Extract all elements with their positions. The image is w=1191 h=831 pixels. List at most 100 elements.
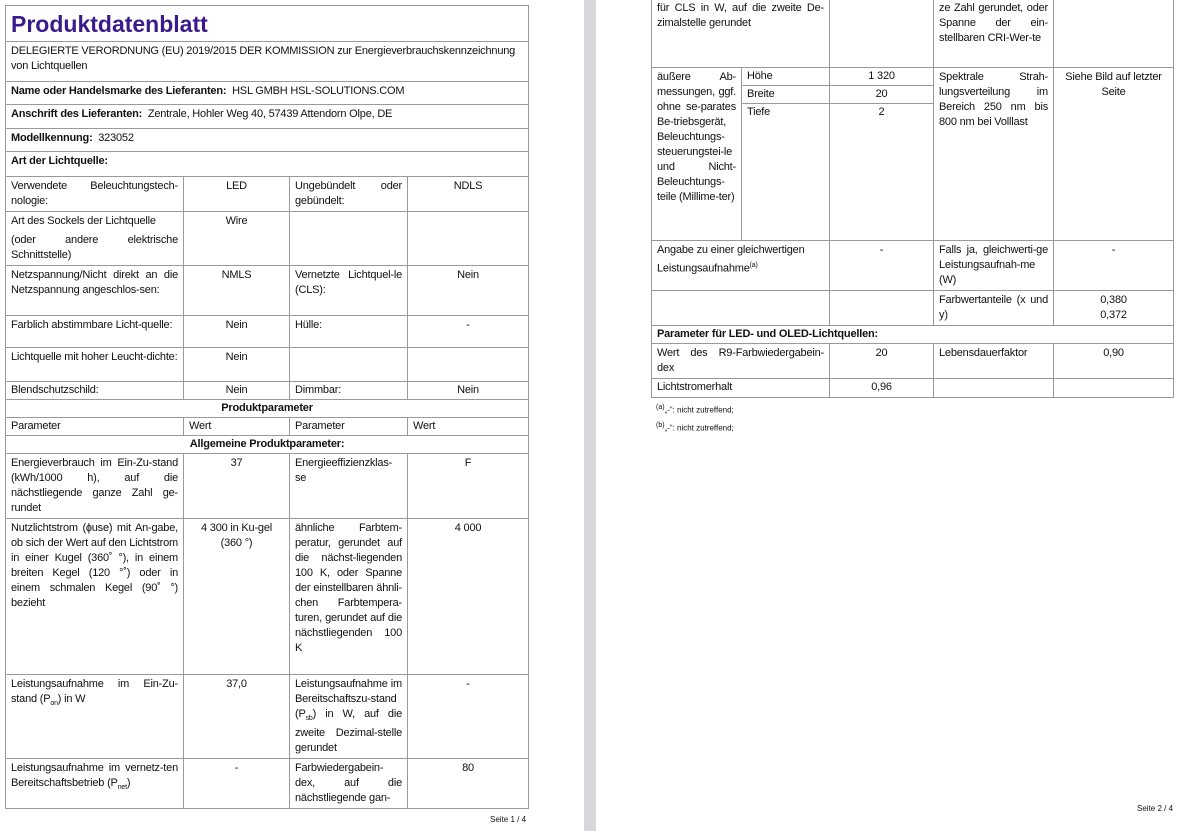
general-params-heading: Allgemeine Produktparameter:: [4, 435, 530, 454]
label-subscript: on: [50, 700, 58, 708]
table-row: Blendschutzschild: Nein Dimmbar: Nein: [5, 381, 530, 400]
label-subscript: sb: [305, 715, 313, 723]
dimension-name: Höhe: [740, 66, 831, 86]
param-label: Ungebündelt oder gebündelt:: [289, 176, 408, 212]
dimension-name: Breite: [740, 84, 831, 104]
table-row: Lichtquelle mit hoher Leucht-dichte: Nein: [5, 347, 530, 382]
param-value: Nein: [183, 315, 290, 348]
param-value: Siehe Bild auf letzter Seite: [1053, 66, 1175, 241]
regulation-text: DELEGIERTE VERORDNUNG (EU) 2019/2015 DER…: [4, 41, 530, 82]
param-label: ze Zahl gerundet, oder Spanne der ein-st…: [933, 0, 1055, 68]
label-text: Angabe zu einer gleichwertigen Leistungs…: [657, 243, 805, 275]
param-value: 20: [829, 342, 935, 379]
param-value: [406, 347, 530, 382]
param-label: Farblich abstimmbare Licht-quelle:: [5, 315, 184, 348]
param-value: -: [406, 673, 530, 760]
param-label: Leistungsaufnahme im Ein-Zu-stand (Pon) …: [5, 673, 184, 760]
param-label: Vernetzte Lichtquel-le (CLS):: [289, 265, 408, 316]
param-value: -: [183, 758, 290, 810]
param-label: Lichtstromerhalt: [650, 377, 831, 398]
label-text: Leistungsaufnahme im vernetz-ten Bereits…: [11, 762, 178, 790]
param-label: Energieverbrauch im Ein-Zu-stand (kWh/10…: [5, 453, 184, 519]
param-label: für CLS in W, auf die zweite De-zimalste…: [650, 0, 831, 68]
column-header: Parameter: [289, 417, 408, 436]
model-label: Modellkennung:: [11, 132, 93, 144]
param-label: Falls ja, gleichwerti-ge Leistungsaufnah…: [933, 239, 1055, 291]
footnote: (a)„-“: nicht zutreffend;: [656, 402, 734, 417]
param-label-line: (oder andere elektrische Schnittstelle): [11, 234, 178, 261]
dimension-name: Tiefe: [740, 102, 831, 241]
param-label: Lichtquelle mit hoher Leucht-dichte:: [5, 347, 184, 382]
table-row: Farblich abstimmbare Licht-quelle: Nein Hü…: [5, 315, 530, 348]
footnote-mark: (a): [749, 261, 758, 269]
dimensions-label: äußere Ab-messungen, ggf. ohne se-parate…: [651, 66, 742, 241]
param-label: Leistungsaufnahme im vernetz-ten Bereits…: [5, 758, 184, 810]
param-label: Hülle:: [289, 315, 408, 348]
table-row: Lichtstromerhalt 0,96: [650, 377, 1175, 398]
table-row: äußere Ab-messungen, ggf. ohne se-parate…: [651, 66, 1175, 241]
label-text: ): [126, 777, 131, 790]
footnote-text: „-“: nicht zutreffend;: [664, 405, 734, 415]
page-gap: [584, 0, 596, 831]
chroma-y: 0,372: [1100, 308, 1127, 321]
table-row: Angabe zu einer gleichwertigen Leistungs…: [650, 239, 1175, 291]
column-header: Parameter: [5, 417, 184, 436]
table-row: für CLS in W, auf die zweite De-zimalste…: [650, 0, 1175, 68]
address-value: Zentrale, Hohler Weg 40, 57439 Attendorn…: [147, 108, 393, 120]
param-value: Nein: [406, 381, 530, 400]
param-value: F: [406, 453, 530, 519]
footnote-mark: (b): [656, 422, 665, 429]
param-value: -: [406, 315, 530, 348]
param-label: Wert des R9-Farbwiedergabein-dex: [650, 342, 831, 379]
param-value: -: [1053, 239, 1175, 291]
param-value: 4 000: [406, 518, 530, 675]
label-text: ) in W: [57, 693, 86, 705]
model-row: Modellkennung: 323052: [4, 128, 530, 152]
label-text: Leistungsaufnahme im Bereitschaftszu-sta…: [295, 678, 402, 720]
table-row: Verwendete Beleuchtungstech-nologie: LED U…: [5, 176, 530, 212]
param-value: [829, 0, 935, 68]
empty-cell: [1053, 377, 1175, 398]
supplier-value: HSL GMBH HSL-SOLUTIONS.COM: [232, 85, 405, 97]
table-row: Leistungsaufnahme im vernetz-ten Bereits…: [5, 758, 530, 810]
address-row: Anschrift des Lieferanten: Zentrale, Hoh…: [4, 104, 530, 129]
param-label: Nutzlichtstrom (ɸuse) mit An-gabe, ob si…: [5, 518, 184, 675]
param-value: NMLS: [183, 265, 290, 316]
param-value: 37: [183, 453, 290, 519]
param-value: 4 300 in Ku-gel (360 °): [183, 518, 290, 675]
param-label: Art des Sockels der Lichtquelle (oder and…: [5, 211, 184, 266]
footnote-mark: (a): [656, 404, 665, 411]
empty-cell: [933, 377, 1055, 398]
column-header: Wert: [406, 417, 530, 436]
param-label: Dimmbar:: [289, 381, 408, 400]
page-2: für CLS in W, auf die zweite De-zimalste…: [596, 0, 1191, 831]
table-row: Art des Sockels der Lichtquelle (oder and…: [5, 211, 530, 266]
param-label: Netzspannung/Nicht direkt an die Netzspa…: [5, 265, 184, 316]
param-value: [1053, 0, 1175, 68]
header-row: Parameter Wert Parameter Wert: [5, 417, 530, 436]
page-1: Produktdatenblatt DELEGIERTE VERORDNUNG …: [0, 0, 584, 831]
param-value: Nein: [183, 347, 290, 382]
param-value: Nein: [183, 381, 290, 400]
dimension-value: 2: [829, 102, 935, 241]
model-value: 323052: [98, 132, 134, 144]
param-label-line: Art des Sockels der Lichtquelle: [11, 215, 156, 227]
led-params-heading: Parameter für LED- und OLED-Lichtquellen…: [650, 324, 1175, 344]
table-row: Nutzlichtstrom (ɸuse) mit An-gabe, ob si…: [5, 518, 530, 675]
param-label: ähnliche Farbtem-peratur, gerundet auf d…: [289, 518, 408, 675]
param-label: Lebensdauerfaktor: [933, 342, 1055, 379]
empty-cell: [289, 211, 408, 266]
param-label: Spektrale Strah-lungsverteilung im Berei…: [933, 66, 1055, 241]
table-row: Leistungsaufnahme im Ein-Zu-stand (Pon) …: [5, 673, 530, 760]
empty-cell: [829, 289, 935, 326]
footnote: (b)„-“: nicht zutreffend;: [656, 420, 734, 435]
product-params-heading: Produktparameter: [4, 399, 530, 418]
label-text: ) in W, auf die zweite Dezimal-stelle ge…: [295, 708, 402, 755]
param-value: Wire: [183, 211, 290, 266]
label-subscript: net: [117, 784, 127, 792]
table-row: Wert des R9-Farbwiedergabein-dex 20 Lebens…: [650, 342, 1175, 379]
light-source-type-label: Art der Lichtquelle:: [4, 151, 530, 177]
column-header: Wert: [183, 417, 290, 436]
label-text: Leistungsaufnahme im Ein-Zu-stand (P: [11, 678, 178, 705]
param-label: [289, 347, 408, 382]
